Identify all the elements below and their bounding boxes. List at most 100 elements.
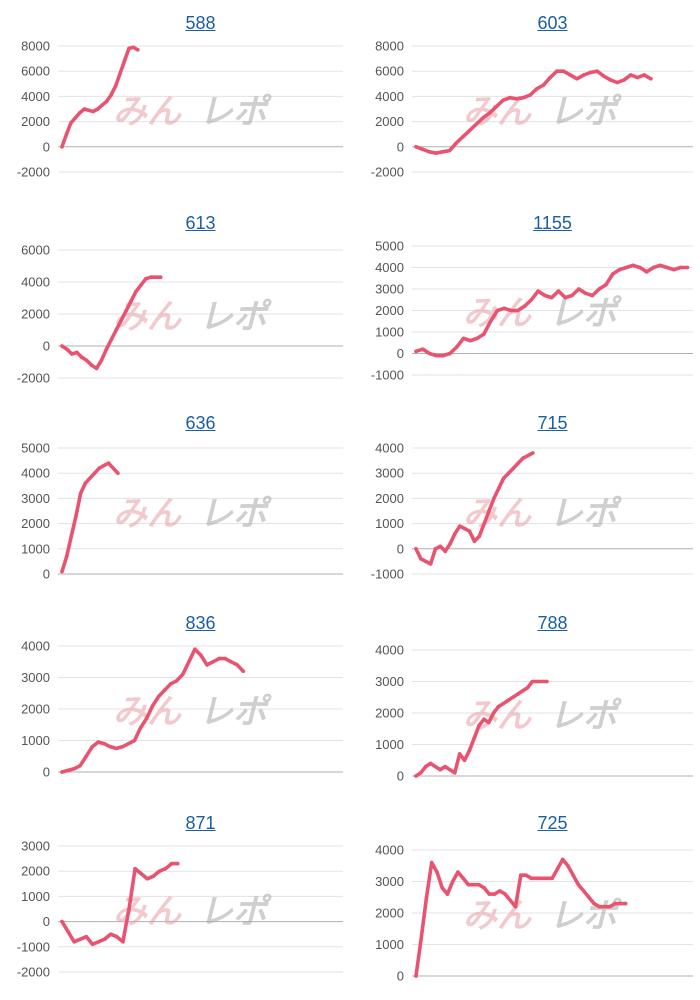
data-point [561,69,566,73]
y-tick-label: 1000 [375,937,404,952]
svg-text:レポ: レポ [199,297,272,337]
data-point [617,267,622,272]
data-point [60,569,64,574]
data-point [560,857,565,862]
data-point [111,466,115,470]
data-point [74,514,78,518]
chart-panel-2: 6000 4000 2000 0 -2000 みん レポ 613 [0,200,350,400]
data-point [440,886,444,890]
data-point [414,547,418,551]
data-point [597,904,602,909]
data-point [515,692,520,696]
y-tick-label: 0 [43,567,50,582]
data-point [169,861,174,866]
data-point [133,866,137,871]
chart-title-link[interactable]: 1155 [533,213,572,233]
data-point [534,87,539,91]
data-point [477,723,481,728]
data-point [78,110,82,115]
series-line [414,679,549,778]
data-point [102,741,107,746]
minrepo-watermark-logo: みん レポ [113,692,272,732]
data-point [541,83,546,87]
chart-panel-1: 8000 6000 4000 2000 0 -2000 みん レポ 603 [350,0,700,200]
data-point [84,754,88,759]
data-point [241,669,246,673]
data-point [120,745,125,749]
data-point [102,937,107,942]
svg-text:みん: みん [113,92,182,132]
data-point [121,939,125,944]
data-point [511,466,516,470]
y-tick-label: 0 [43,914,50,929]
chart-title-link[interactable]: 871 [185,813,216,833]
data-point [69,121,73,125]
data-point [145,876,150,881]
data-point [151,874,156,879]
data-point [575,76,579,81]
data-point [649,76,653,81]
data-point [132,738,137,743]
data-point [424,895,429,900]
svg-text:レポ: レポ [549,294,622,334]
data-point [217,656,221,661]
data-point [576,882,581,887]
data-point [96,740,101,744]
data-point [501,476,506,481]
y-tick-label: 3000 [21,670,50,685]
data-point [119,318,123,323]
data-point [94,366,99,371]
data-point [144,716,149,721]
y-tick-label: 4000 [21,89,50,104]
data-point [588,70,593,75]
data-point [472,539,477,544]
chart-panel-4: 5000 4000 3000 2000 1000 0 みん レポ 636 [0,400,350,600]
data-point [458,524,462,528]
y-tick-label: 4000 [375,643,404,658]
data-point [109,337,114,342]
chart-title-link[interactable]: 725 [537,813,568,833]
y-tick-label: 8000 [21,39,50,54]
data-point [438,767,443,772]
data-point [66,929,70,934]
data-point [82,107,87,111]
svg-text:レポ: レポ [199,494,272,534]
chart-plot-0: 8000 6000 4000 2000 0 -2000 みん レポ [17,39,343,180]
data-point [466,882,471,887]
data-point [515,308,520,313]
data-point [508,898,513,903]
data-point [109,93,113,97]
data-point [467,529,472,533]
chart-title-link[interactable]: 715 [537,413,568,433]
svg-text:みん: みん [113,892,182,932]
data-point [438,544,443,549]
y-tick-label: 5000 [21,441,50,456]
data-point [587,895,591,900]
y-tick-label: 0 [397,541,404,556]
data-point [518,873,523,877]
data-point [156,694,161,699]
chart-title-link[interactable]: 613 [185,213,216,233]
svg-text:みん: みん [463,494,532,534]
y-tick-label: 3000 [375,674,404,689]
data-point [423,559,428,564]
data-point [685,265,690,270]
chart-title-link[interactable]: 588 [185,13,216,33]
y-tick-label: 4000 [375,843,404,858]
data-point [487,509,491,513]
chart-title-link[interactable]: 603 [537,13,568,33]
data-point [665,265,669,270]
y-tick-label: 4000 [21,275,50,290]
data-point [462,526,467,531]
data-point [481,116,485,120]
data-point [193,647,197,651]
chart-title-link[interactable]: 836 [185,613,216,633]
chart-title-link[interactable]: 788 [537,613,568,633]
data-point [448,351,452,356]
data-point [566,863,570,868]
chart-title-link[interactable]: 636 [185,413,216,433]
data-point [434,353,439,358]
data-point [223,656,227,661]
y-tick-label: 6000 [375,64,404,79]
data-point [477,882,481,887]
